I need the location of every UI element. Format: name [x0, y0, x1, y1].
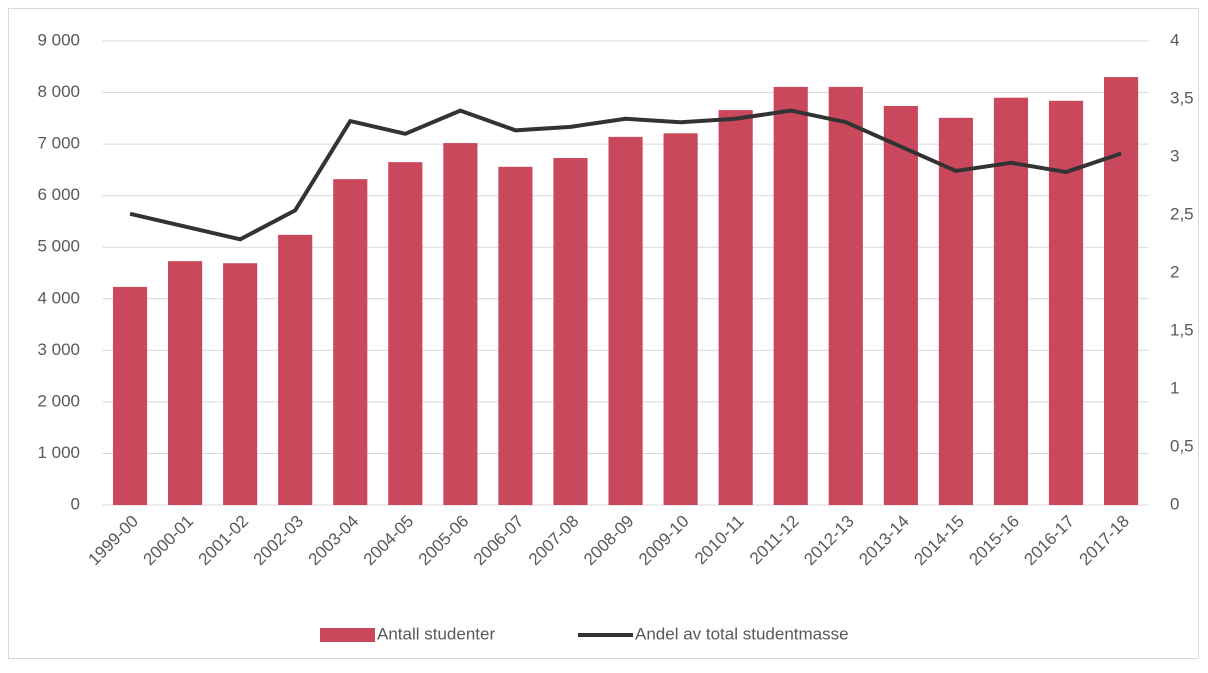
y2-tick-label: 1,5: [1170, 320, 1194, 339]
y2-tick-label: 2,5: [1170, 204, 1194, 223]
bar: [828, 86, 863, 505]
y-tick-label: 5 000: [37, 237, 80, 256]
legend-label: Andel av total studentmasse: [635, 624, 849, 643]
y-tick-label: 0: [71, 494, 80, 513]
y2-tick-label: 0,5: [1170, 436, 1194, 455]
bar: [1104, 77, 1139, 505]
line: [129, 108, 1122, 242]
bar: [773, 86, 808, 505]
y-tick-label: 7 000: [37, 134, 80, 153]
bar: [168, 261, 203, 505]
y-tick-label: 9 000: [37, 30, 80, 49]
legend-swatch: [320, 628, 375, 642]
bar: [608, 136, 643, 506]
y2-tick-label: 0: [1170, 494, 1179, 513]
bar: [553, 158, 588, 505]
legend-label: Antall studenter: [377, 624, 495, 643]
y2-tick-label: 3,5: [1170, 88, 1194, 107]
y-tick-label: 6 000: [37, 185, 80, 204]
bar: [223, 263, 258, 505]
bar: [388, 162, 423, 505]
bar: [498, 166, 533, 505]
y-tick-label: 8 000: [37, 82, 80, 101]
bar: [663, 133, 698, 506]
y2-tick-label: 1: [1170, 378, 1179, 397]
y-tick-label: 1 000: [37, 443, 80, 462]
bar: [993, 97, 1029, 505]
y2-tick-label: 3: [1170, 146, 1179, 165]
bar: [883, 105, 918, 506]
bar: [333, 179, 368, 505]
y2-tick-label: 4: [1170, 30, 1179, 49]
bar: [718, 110, 753, 505]
y-tick-label: 3 000: [37, 340, 80, 359]
bar: [112, 286, 148, 505]
bar: [278, 234, 313, 506]
y2-tick-label: 2: [1170, 262, 1179, 281]
bar: [443, 143, 478, 505]
bar: [1048, 100, 1084, 505]
y-tick-label: 4 000: [37, 288, 80, 307]
bar: [938, 117, 973, 505]
y-tick-label: 2 000: [37, 391, 80, 410]
